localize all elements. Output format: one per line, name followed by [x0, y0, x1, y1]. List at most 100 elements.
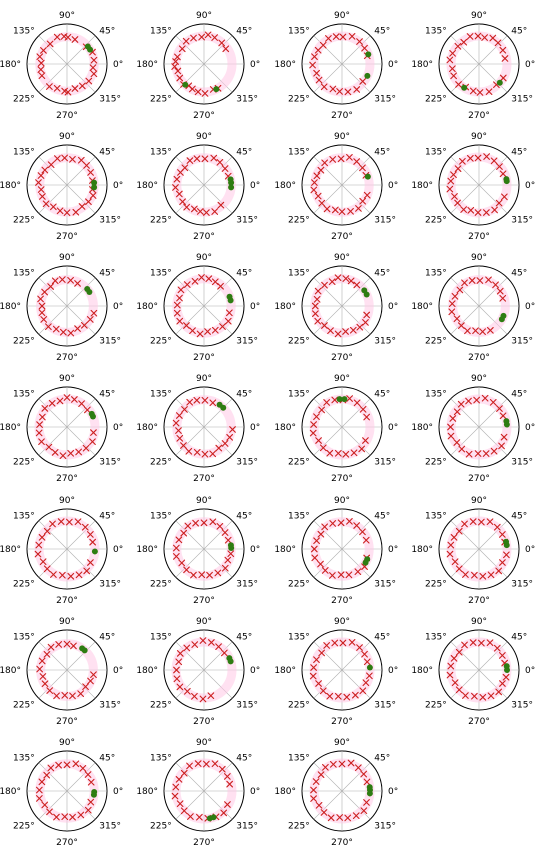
theta-gridline — [478, 63, 508, 93]
theta-gridline — [203, 277, 233, 307]
x-marker — [447, 541, 455, 549]
x-marker — [329, 85, 337, 93]
x-marker — [200, 519, 208, 527]
x-marker — [451, 679, 459, 687]
theta-tick-label: 0° — [250, 423, 260, 433]
x-marker — [74, 518, 82, 526]
x-marker — [41, 166, 49, 174]
polar-subplot: 90° 45° 135° 0° 180° 225° 315° 270° — [274, 132, 398, 242]
polar-subplot: 90° 45° 135° 0° 180° 225° 315° 270° — [411, 617, 535, 727]
x-marker — [179, 198, 186, 206]
x-marker — [84, 806, 92, 814]
theta-gridline — [203, 669, 233, 699]
x-marker — [173, 301, 181, 309]
theta-tick-label: 225° — [150, 457, 172, 467]
polar-subplot: 90° 45° 135° 0° 180° 225° 315° 270° — [274, 617, 398, 727]
x-marker — [50, 571, 57, 578]
theta-gridline — [66, 669, 96, 699]
x-marker — [332, 33, 340, 40]
theta-tick-label: 45° — [511, 269, 527, 279]
x-marker — [47, 161, 55, 169]
theta-tick-label: 225° — [425, 457, 447, 467]
x-marker — [86, 316, 94, 323]
x-marker — [338, 208, 346, 216]
x-marker — [353, 281, 361, 289]
x-marker — [177, 169, 184, 176]
x-marker — [186, 157, 194, 164]
theta-tick-label: 0° — [250, 545, 260, 555]
x-marker — [485, 276, 492, 284]
x-marker — [82, 683, 89, 691]
theta-gridline — [203, 426, 233, 456]
x-marker — [355, 205, 362, 212]
x-marker — [454, 165, 462, 172]
x-marker — [499, 559, 506, 566]
x-marker — [183, 203, 191, 211]
theta-tick-label: 45° — [236, 390, 252, 400]
theta-tick-label: 0° — [250, 60, 260, 70]
x-marker — [453, 315, 461, 323]
theta-tick-label: 270° — [193, 111, 215, 121]
theta-tick-label: 225° — [288, 579, 310, 589]
theta-tick-label: 45° — [236, 27, 252, 37]
x-marker — [461, 279, 468, 287]
x-marker — [40, 47, 47, 54]
x-marker — [37, 59, 45, 67]
theta-gridline — [341, 184, 371, 214]
x-marker — [455, 686, 463, 694]
theta-tick-label: 135° — [150, 27, 172, 37]
x-marker — [191, 205, 198, 213]
theta-gridline — [313, 669, 343, 699]
theta-tick-label: 90° — [334, 738, 350, 748]
x-marker — [75, 448, 82, 456]
x-marker — [318, 406, 326, 414]
theta-tick-label: 315° — [374, 215, 396, 225]
theta-tick-label: 270° — [193, 717, 215, 727]
x-marker — [450, 171, 457, 179]
polar-subplot: 90° 45° 135° 0° 180° 225° 315° 270° — [274, 496, 398, 606]
theta-tick-label: 225° — [13, 700, 35, 710]
theta-gridline — [203, 184, 233, 214]
x-marker — [69, 692, 76, 700]
x-marker — [90, 309, 98, 317]
x-marker — [473, 396, 480, 404]
x-marker — [49, 520, 56, 528]
theta-gridline — [38, 398, 68, 428]
x-marker — [487, 692, 495, 700]
theta-tick-label: 315° — [99, 821, 121, 831]
theta-tick-label: 45° — [236, 269, 252, 279]
x-marker — [217, 282, 224, 290]
polar-subplot: 90° 45° 135° 0° 180° 225° 315° 270° — [136, 11, 260, 121]
dot-marker — [79, 645, 86, 652]
x-marker — [82, 444, 90, 452]
theta-tick-label: 45° — [99, 27, 115, 37]
theta-tick-label: 90° — [334, 617, 350, 627]
x-marker — [87, 677, 94, 685]
x-marker — [85, 77, 93, 85]
theta-tick-label: 270° — [56, 353, 78, 363]
theta-tick-label: 0° — [525, 423, 535, 433]
x-marker — [353, 86, 361, 93]
x-marker — [36, 421, 43, 428]
dot-marker — [366, 790, 373, 797]
theta-tick-label: 270° — [56, 474, 78, 484]
x-marker — [359, 164, 366, 172]
x-marker — [349, 326, 357, 334]
x-marker — [89, 538, 97, 546]
x-marker — [361, 650, 368, 658]
x-marker — [38, 534, 46, 541]
theta-tick-label: 90° — [471, 132, 487, 142]
theta-tick-label: 225° — [150, 700, 172, 710]
x-marker — [172, 783, 180, 791]
x-marker — [318, 649, 326, 657]
polar-subplot: 90° 45° 135° 0° 180° 225° 315° 270° — [0, 496, 123, 606]
x-marker — [314, 287, 322, 295]
theta-gridline — [175, 277, 205, 307]
theta-tick-label: 90° — [334, 132, 350, 142]
theta-tick-label: 90° — [471, 253, 487, 263]
theta-gridline — [175, 184, 205, 214]
theta-tick-label: 180° — [0, 60, 21, 70]
theta-gridline — [38, 520, 68, 550]
theta-gridline — [478, 184, 508, 214]
x-marker — [37, 66, 45, 73]
